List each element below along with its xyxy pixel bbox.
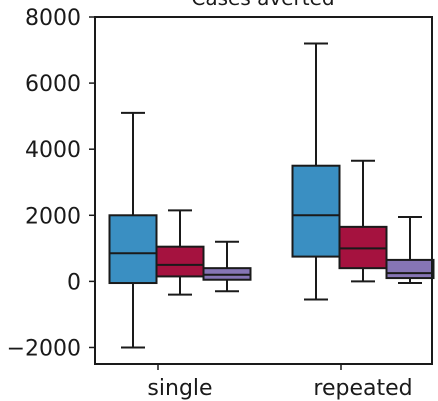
box-repeated-series-3	[385, 215, 435, 285]
y-tick-label: 6000	[25, 72, 81, 97]
plot-frame	[94, 16, 433, 365]
y-axis-ticks: −2000 0 2000 4000 6000 8000	[7, 6, 95, 361]
box-repeated-series-2	[338, 159, 388, 283]
y-tick-label: 4000	[25, 138, 81, 163]
y-tick-label: 2000	[25, 204, 81, 229]
box-iqr	[108, 214, 158, 285]
box-single-series-1	[108, 111, 158, 349]
y-tick-label: 8000	[25, 6, 81, 31]
x-tick-label: single	[147, 376, 212, 401]
box-iqr	[155, 245, 205, 278]
chart-title: Cases averted	[191, 0, 334, 10]
y-tick-label: 0	[67, 270, 81, 295]
y-tick-label: −2000	[7, 336, 81, 361]
box-single-series-3	[202, 240, 252, 293]
box-single-series-2	[155, 209, 205, 296]
box-groups	[108, 42, 435, 349]
box-iqr	[291, 164, 341, 258]
box-iqr	[385, 258, 435, 280]
x-axis-ticks: single repeated	[147, 364, 413, 401]
box-repeated-series-1	[291, 42, 341, 301]
x-tick-label: repeated	[313, 376, 412, 401]
